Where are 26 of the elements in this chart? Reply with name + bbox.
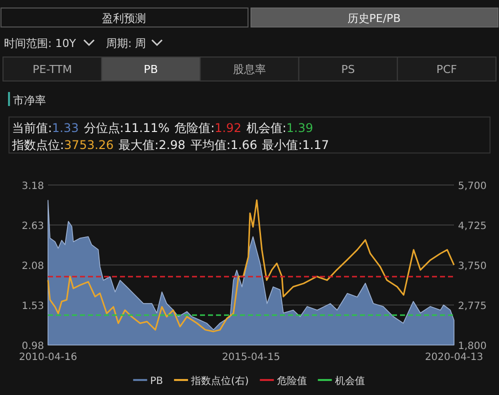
x-tick-label: 2010-04-16 xyxy=(18,352,78,363)
chart-title: 市净率 xyxy=(13,94,46,107)
y-tick-label: 1.53 xyxy=(22,301,44,312)
text: 机会值:1.39 xyxy=(246,121,314,135)
legend-label: PB xyxy=(150,376,164,387)
text: 危险值:1.92 xyxy=(174,121,242,135)
legend-label: 危险值 xyxy=(276,375,307,387)
y-tick-label: 0.98 xyxy=(22,341,44,352)
text: 最小值:1.17 xyxy=(262,138,329,152)
text: 平均值:1.66 xyxy=(190,138,258,152)
y-tick-label: 2.63 xyxy=(22,221,44,232)
y-tick-label: 3.18 xyxy=(22,181,44,192)
x-tick-label: 2015-04-15 xyxy=(222,352,280,363)
y2-tick-label: 5,700 xyxy=(458,181,487,192)
x-tick-label: 2020-04-13 xyxy=(424,352,484,363)
y2-tick-label: 4,725 xyxy=(458,221,487,232)
y2-tick-label: 3,750 xyxy=(458,261,487,272)
legend-label: 机会值 xyxy=(334,375,365,387)
y-tick-label: 2.08 xyxy=(22,261,44,272)
text: 分位点:11.11% xyxy=(84,121,170,135)
text: 指数点位:3753.26 xyxy=(11,138,114,152)
y2-tick-label: 1,800 xyxy=(458,341,487,352)
text: 最大值:2.98 xyxy=(118,138,186,152)
text: 当前值:1.33 xyxy=(12,121,79,135)
legend-label: 指数点位(右) xyxy=(190,375,249,387)
y2-tick-label: 2,775 xyxy=(458,301,487,312)
